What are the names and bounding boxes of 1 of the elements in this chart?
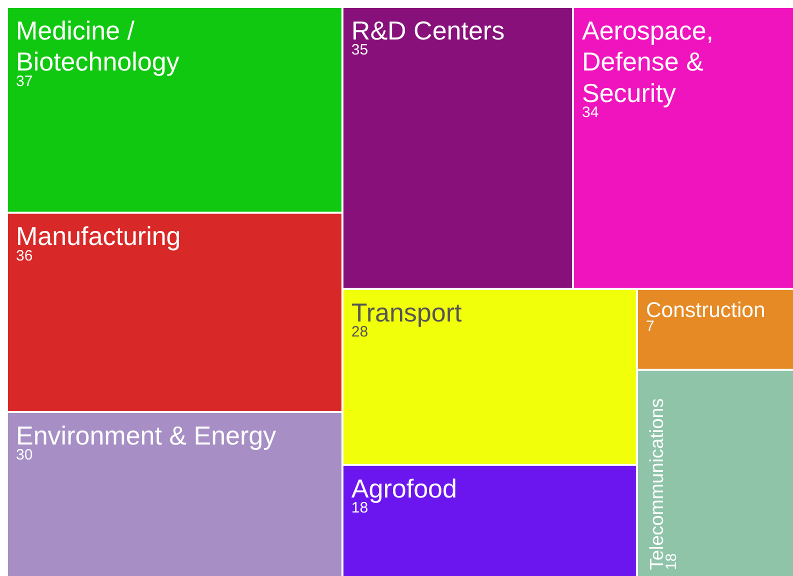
data-label: 7 (646, 318, 654, 335)
